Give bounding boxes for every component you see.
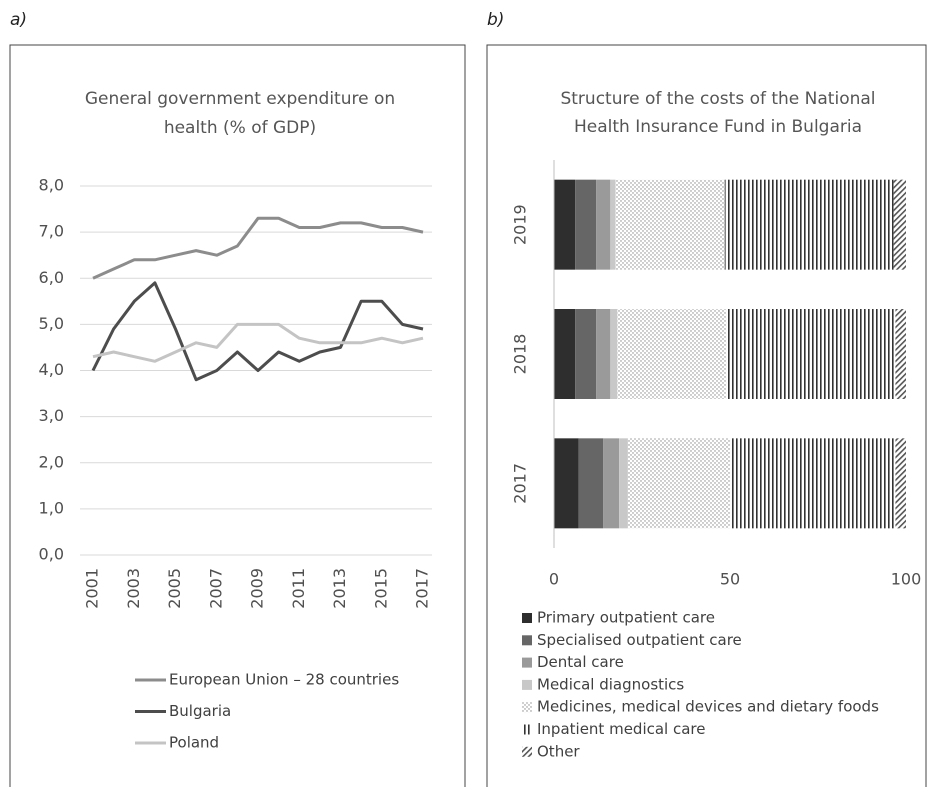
bar-segment (893, 179, 906, 270)
y-tick-label: 2018 (511, 334, 530, 375)
bar-segment (617, 309, 727, 399)
legend-swatch (522, 613, 532, 623)
line-series (91, 281, 424, 382)
legend-label: Poland (169, 734, 219, 752)
bar-segment (724, 179, 894, 270)
panel-label: b) (487, 10, 504, 30)
bar-segment (627, 438, 730, 529)
bar-segment (610, 179, 616, 270)
legend-label: Other (537, 742, 580, 760)
y-tick-label: 6,0 (39, 268, 64, 287)
legend-label: Specialised outpatient care (537, 631, 742, 649)
x-tick-label: 2005 (165, 568, 184, 609)
bar-segment (730, 438, 896, 529)
y-tick-label: 1,0 (39, 498, 64, 517)
chart-title: Structure of the costs of the National (560, 89, 875, 109)
legend-swatch (522, 657, 532, 668)
legend-label: Primary outpatient care (537, 609, 715, 627)
y-tick-label: 2019 (511, 204, 530, 245)
y-tick-label: 3,0 (39, 406, 64, 425)
line-series (92, 216, 424, 280)
chart-title: Health Insurance Fund in Bulgaria (574, 117, 862, 137)
legend-label: Dental care (537, 653, 624, 671)
legend-label: Medicines, medical devices and dietary f… (537, 698, 879, 716)
legend-label: European Union – 28 countries (169, 671, 399, 689)
legend-swatch (522, 724, 532, 735)
x-tick-label: 2011 (289, 568, 308, 609)
bar-segment (619, 438, 628, 529)
bar-segment (575, 309, 597, 399)
y-tick-label: 2017 (511, 463, 530, 504)
y-tick-label: 2,0 (39, 452, 64, 471)
legend-swatch (522, 635, 532, 646)
x-tick-label: 2017 (413, 568, 432, 609)
y-tick-label: 0,0 (39, 545, 64, 564)
bar-segment (554, 438, 579, 529)
panel-frame (486, 44, 927, 787)
bar-segment (554, 309, 576, 399)
legend-label: Inpatient medical care (537, 720, 706, 738)
bar-segment (615, 179, 725, 270)
bar-segment (895, 438, 906, 529)
x-tick-label: 0 (549, 570, 559, 589)
bar-segment (596, 179, 611, 270)
x-tick-label: 2007 (206, 568, 225, 609)
legend-swatch (522, 702, 532, 713)
legend-swatch (522, 746, 532, 757)
y-tick-label: 4,0 (39, 360, 64, 379)
bar-segment (554, 179, 576, 270)
bar-segment (575, 179, 597, 270)
bar-segment (895, 309, 906, 399)
legend-swatch (522, 679, 532, 690)
bar-segment (603, 438, 620, 529)
legend-label: Bulgaria (169, 702, 231, 720)
x-tick-label: 2001 (83, 568, 102, 609)
bar-segment (726, 309, 896, 399)
x-tick-label: 2003 (124, 568, 143, 609)
x-tick-label: 50 (720, 570, 740, 589)
bar-segment (578, 438, 604, 529)
panel-label: a) (10, 10, 27, 30)
y-tick-label: 8,0 (39, 176, 64, 195)
x-tick-label: 100 (891, 570, 922, 589)
line-series (92, 322, 424, 363)
legend-label: Medical diagnostics (537, 675, 684, 693)
bar-segment (610, 309, 618, 399)
panel-frame (9, 44, 466, 787)
chart-title: General government expenditure on (85, 89, 395, 109)
x-tick-label: 2015 (371, 568, 390, 609)
x-tick-label: 2009 (248, 568, 267, 609)
bar-segment (596, 309, 611, 399)
x-tick-label: 2013 (330, 568, 349, 609)
y-tick-label: 7,0 (39, 222, 64, 241)
y-tick-label: 5,0 (39, 314, 64, 333)
chart-title: health (% of GDP) (164, 118, 316, 138)
